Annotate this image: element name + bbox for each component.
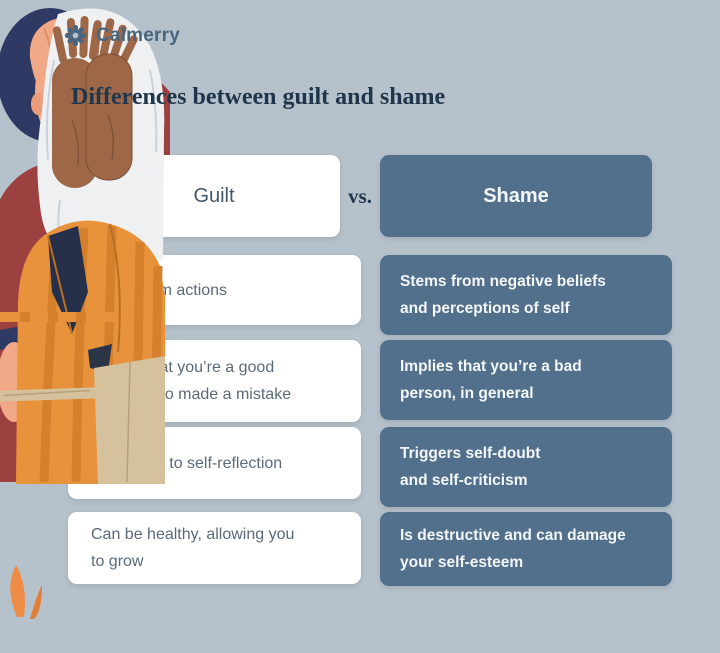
- page-title: Differences between guilt and shame: [71, 84, 446, 110]
- guilt-row-4-line-2: to grow: [91, 553, 144, 570]
- person-covering-face-right-illustration: [0, 8, 165, 484]
- shame-header-card: Shame: [380, 155, 652, 237]
- ear: [31, 93, 45, 115]
- shame-card-row-3: Triggers self-doubt and self-criticism: [380, 427, 672, 507]
- brand-logo: Calmerry: [64, 24, 180, 47]
- orange-sprout-illustration: [10, 565, 42, 619]
- guilt-header-label: Guilt: [193, 185, 235, 207]
- lower-arm-band: [0, 387, 97, 402]
- shame-row-2-line-2: person, in general: [400, 385, 534, 402]
- pants-seam: [126, 361, 131, 483]
- shame-row-2-line-1: Implies that you’re a bad: [400, 358, 582, 375]
- shame-header-label: Shame: [483, 185, 549, 207]
- jacket-shadow: [88, 344, 112, 372]
- khaki-pants-right: [94, 356, 165, 484]
- shame-row-4-line-1: Is destructive and can damage: [400, 527, 626, 544]
- vs-label: vs.: [348, 184, 372, 208]
- left-arm-band: [0, 312, 116, 322]
- shame-card-row-2: Implies that you’re a bad person, in gen…: [380, 340, 672, 420]
- shame-row-4-line-2: your self-esteem: [400, 554, 524, 571]
- shame-card-row-4: Is destructive and can damage your self-…: [380, 512, 672, 586]
- gear-flower-icon: [64, 24, 87, 47]
- guilt-row-4-line-1: Can be healthy, allowing you: [91, 526, 295, 543]
- palm-creases: [71, 114, 114, 166]
- shame-card-row-1: Stems from negative beliefs and percepti…: [380, 255, 672, 335]
- guilt-card-row-4: Can be healthy, allowing you to grow: [68, 512, 361, 584]
- shame-row-3-line-2: and self-criticism: [400, 472, 528, 489]
- shame-row-1-line-1: Stems from negative beliefs: [400, 273, 606, 290]
- shame-row-3-line-1: Triggers self-doubt: [400, 445, 541, 462]
- inner-shirt: [48, 226, 88, 334]
- brand-name: Calmerry: [96, 24, 180, 46]
- shame-row-1-line-2: and perceptions of self: [400, 300, 570, 317]
